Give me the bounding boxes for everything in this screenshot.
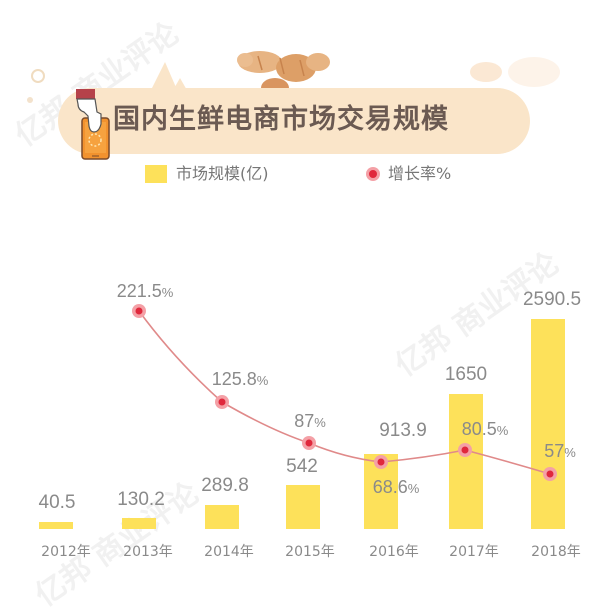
bar-2018 [531,319,565,529]
bar-value-2012: 40.5 [38,492,76,513]
rate-label-2014: 125.8% [211,369,269,389]
chart-title: 国内生鲜电商市场交易规模 [113,104,449,135]
x-label-2012: 2012年 [41,544,91,560]
legend-line-marker [366,167,380,181]
growth-rate-line [132,304,557,481]
bar-2015 [286,485,320,529]
x-label-2014: 2014年 [204,544,254,560]
x-label-2015: 2015年 [285,544,335,560]
legend-line-label: 增长率% [388,164,452,183]
phone-tap-icon [76,89,110,160]
x-label-2017: 2017年 [449,544,499,560]
bar-value-2017: 1650 [444,364,488,385]
title-banner [58,88,530,154]
bar-value-2014: 289.8 [201,475,249,496]
bar-value-2016: 913.9 [379,420,427,441]
rate-label-2013: 221.5% [116,281,174,301]
bar-2017 [449,394,483,529]
growth-points [132,304,557,481]
rate-label-2016: 68.6% [372,477,420,497]
x-label-2018: 2018年 [531,544,581,560]
bar-value-2013: 130.2 [117,489,165,510]
legend-bar-swatch [145,165,167,183]
legend-bar-label: 市场规模(亿) [176,164,269,183]
bar-value-2015: 542 [286,456,318,477]
bar-2012 [39,522,73,529]
rate-label-2017: 80.5% [461,419,509,439]
bar-2013 [122,518,156,529]
bar-value-2018: 2590.5 [522,289,582,310]
rate-label-2018: 57% [544,441,576,461]
rate-label-2015: 87% [294,411,326,431]
bar-2014 [205,505,239,529]
x-label-2013: 2013年 [123,544,173,560]
x-label-2016: 2016年 [369,544,419,560]
